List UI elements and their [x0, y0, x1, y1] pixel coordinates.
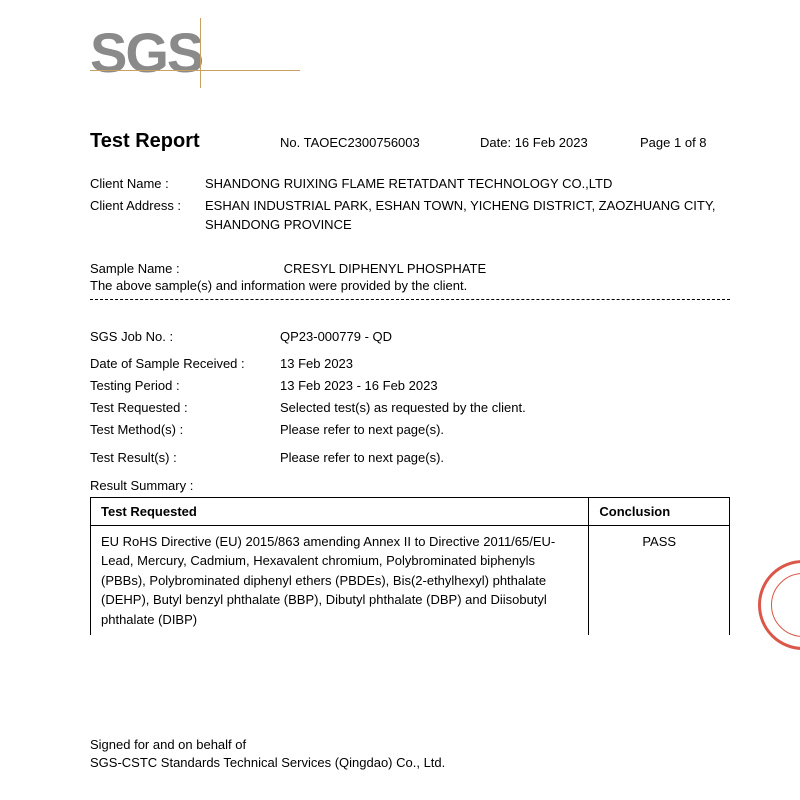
result-summary-table: Test Requested Conclusion EU RoHS Direct…	[90, 497, 730, 636]
result-value: Please refer to next page(s).	[280, 449, 730, 468]
signature-block: Signed for and on behalf of SGS-CSTC Sta…	[90, 736, 445, 772]
client-address-value: ESHAN INDUSTRIAL PARK, ESHAN TOWN, YICHE…	[205, 197, 730, 235]
received-label: Date of Sample Received :	[90, 355, 280, 374]
report-number-value: TAOEC2300756003	[304, 135, 420, 150]
report-header: Test Report No. TAOEC2300756003 Date: 16…	[90, 130, 710, 153]
stamp-text: 检验	[771, 573, 800, 637]
period-label: Testing Period :	[90, 377, 280, 396]
sample-block: Sample Name : CRESYL DIPHENYL PHOSPHATE …	[90, 261, 730, 300]
job-no-label: SGS Job No. :	[90, 328, 280, 347]
client-address-label: Client Address :	[90, 197, 205, 235]
client-address-row: Client Address : ESHAN INDUSTRIAL PARK, …	[90, 197, 730, 235]
report-page-label: Page	[640, 135, 670, 150]
col-test-requested: Test Requested	[91, 497, 589, 525]
sample-provided-note: The above sample(s) and information were…	[90, 278, 730, 293]
logo-text: SGS	[90, 21, 202, 84]
report-number: No. TAOEC2300756003	[280, 135, 480, 150]
requested-value: Selected test(s) as requested by the cli…	[280, 399, 730, 418]
client-name-label: Client Name :	[90, 175, 205, 194]
report-title: Test Report	[90, 130, 280, 153]
job-no-value: QP23-000779 - QD	[280, 328, 730, 347]
table-row: EU RoHS Directive (EU) 2015/863 amending…	[91, 525, 730, 635]
client-name-value: SHANDONG RUIXING FLAME RETATDANT TECHNOL…	[205, 175, 730, 194]
period-row: Testing Period : 13 Feb 2023 - 16 Feb 20…	[90, 377, 730, 396]
report-page-value: 1 of 8	[674, 135, 707, 150]
report-date-label: Date:	[480, 135, 511, 150]
received-row: Date of Sample Received : 13 Feb 2023	[90, 355, 730, 374]
result-row: Test Result(s) : Please refer to next pa…	[90, 449, 730, 468]
report-number-label: No.	[280, 135, 300, 150]
report-date: Date: 16 Feb 2023	[480, 135, 640, 150]
report-body: Client Name : SHANDONG RUIXING FLAME RET…	[90, 175, 730, 635]
report-page: Page 1 of 8	[640, 135, 707, 150]
cell-test-requested: EU RoHS Directive (EU) 2015/863 amending…	[91, 525, 589, 635]
separator-dashed	[90, 299, 730, 300]
col-conclusion: Conclusion	[589, 497, 730, 525]
client-name-row: Client Name : SHANDONG RUIXING FLAME RET…	[90, 175, 730, 194]
logo-rule-vertical	[200, 18, 201, 88]
method-row: Test Method(s) : Please refer to next pa…	[90, 421, 730, 440]
result-label: Test Result(s) :	[90, 449, 280, 468]
sample-name-row: Sample Name : CRESYL DIPHENYL PHOSPHATE	[90, 261, 730, 276]
result-summary-label: Result Summary :	[90, 478, 730, 493]
sample-name-label: Sample Name :	[90, 261, 280, 276]
signature-line-2: SGS-CSTC Standards Technical Services (Q…	[90, 754, 445, 772]
period-value: 13 Feb 2023 - 16 Feb 2023	[280, 377, 730, 396]
logo-rule-horizontal	[90, 70, 300, 71]
received-value: 13 Feb 2023	[280, 355, 730, 374]
logo: SGS	[90, 20, 202, 85]
signature-line-1: Signed for and on behalf of	[90, 736, 445, 754]
method-label: Test Method(s) :	[90, 421, 280, 440]
method-value: Please refer to next page(s).	[280, 421, 730, 440]
approval-stamp: 检验	[758, 560, 800, 650]
requested-row: Test Requested : Selected test(s) as req…	[90, 399, 730, 418]
report-date-value: 16 Feb 2023	[515, 135, 588, 150]
sample-name-value: CRESYL DIPHENYL PHOSPHATE	[284, 261, 487, 276]
table-header-row: Test Requested Conclusion	[91, 497, 730, 525]
details-block: SGS Job No. : QP23-000779 - QD Date of S…	[90, 328, 730, 636]
requested-label: Test Requested :	[90, 399, 280, 418]
job-no-row: SGS Job No. : QP23-000779 - QD	[90, 328, 730, 347]
cell-conclusion: PASS	[589, 525, 730, 635]
